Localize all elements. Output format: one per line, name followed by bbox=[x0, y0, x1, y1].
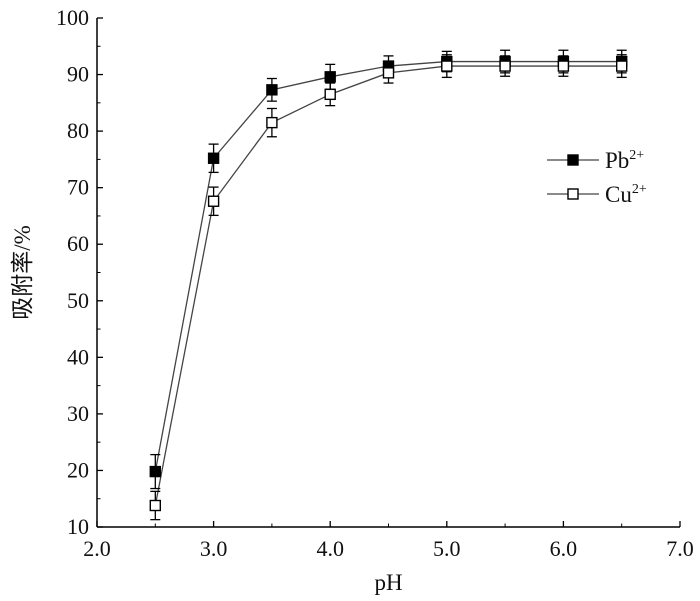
y-tick-label: 20 bbox=[67, 457, 89, 482]
y-tick-label: 90 bbox=[67, 62, 89, 87]
legend-label-pb: Pb2+ bbox=[605, 148, 644, 173]
x-tick-label: 3.0 bbox=[200, 536, 228, 561]
legend-marker-cu bbox=[567, 188, 579, 200]
y-tick-label: 80 bbox=[67, 118, 89, 143]
x-tick-label: 7.0 bbox=[666, 536, 694, 561]
point-cu bbox=[557, 60, 570, 72]
y-tick-label: 10 bbox=[67, 514, 89, 539]
legend-label-cu: Cu2+ bbox=[605, 182, 647, 207]
point-pb bbox=[149, 465, 162, 478]
y-tick-label: 70 bbox=[67, 175, 89, 200]
y-axis-title: 吸附率/% bbox=[10, 225, 35, 320]
legend-name-pb: Pb bbox=[605, 148, 629, 173]
point-cu bbox=[441, 60, 453, 72]
y-tick-label: 100 bbox=[56, 5, 89, 30]
legend-name-cu: Cu bbox=[605, 182, 632, 207]
line-pb bbox=[154, 60, 622, 472]
y-tick-label: 50 bbox=[67, 288, 89, 313]
legend-superscript-cu: 2+ bbox=[632, 182, 647, 197]
axes: 10 20 30 40 50 60 70 80 90 100 2.0 3.0 4.0 5.0 6.0 7.0 bbox=[56, 5, 694, 561]
x-axis-title: pH bbox=[374, 570, 402, 595]
x-tick-label: 2.0 bbox=[83, 536, 111, 561]
point-cu bbox=[499, 60, 511, 72]
legend-superscript-pb: 2+ bbox=[629, 148, 644, 163]
y-tick-label: 30 bbox=[67, 401, 89, 426]
line-cu bbox=[154, 65, 622, 506]
data-markers bbox=[149, 55, 628, 512]
x-tick-label: 6.0 bbox=[550, 536, 578, 561]
y-tick-label: 60 bbox=[67, 231, 89, 256]
point-cu bbox=[382, 67, 395, 79]
point-pb bbox=[266, 84, 278, 96]
x-tick-label: 4.0 bbox=[316, 536, 344, 561]
point-cu bbox=[324, 88, 336, 101]
point-pb bbox=[324, 71, 336, 83]
point-cu bbox=[266, 116, 278, 129]
point-cu bbox=[616, 60, 628, 72]
point-cu bbox=[207, 195, 220, 207]
point-cu bbox=[149, 499, 162, 512]
legend: Pb2+Cu2+ bbox=[547, 148, 647, 207]
point-pb bbox=[207, 152, 220, 164]
series-lines bbox=[154, 60, 622, 506]
y-tick-label: 40 bbox=[67, 344, 89, 369]
x-tick-label: 5.0 bbox=[433, 536, 461, 561]
error-bars bbox=[150, 49, 627, 521]
legend-marker-pb bbox=[567, 154, 579, 166]
